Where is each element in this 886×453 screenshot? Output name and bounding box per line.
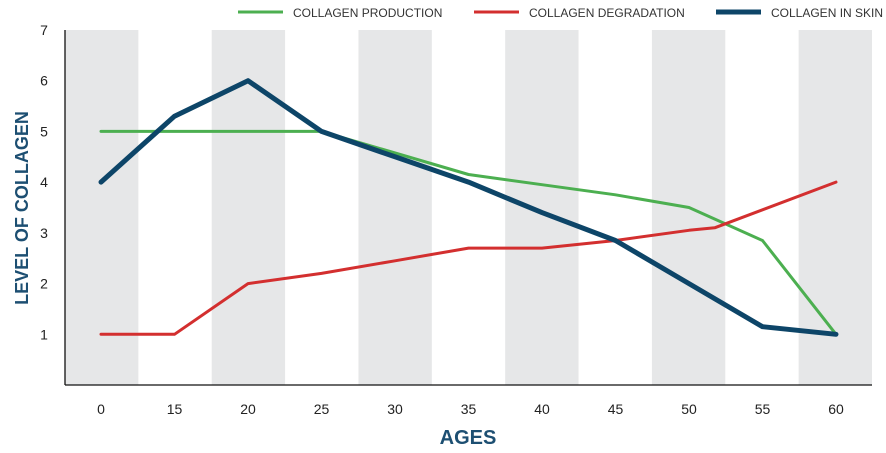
background-band [505,30,579,385]
x-tick-label: 15 [167,401,183,417]
x-tick-label: 25 [314,401,330,417]
x-tick-label: 20 [240,401,256,417]
y-tick-label: 4 [40,174,48,190]
x-tick-label: 45 [608,401,624,417]
background-bands [65,30,872,385]
x-tick-label: 60 [828,401,844,417]
background-band [65,30,139,385]
y-tick-label: 2 [40,276,48,292]
y-tick-label: 6 [40,73,48,89]
x-tick-label: 50 [681,401,697,417]
background-band [798,30,872,385]
series-lines [98,78,839,337]
x-tick-label: 40 [534,401,550,417]
y-tick-labels: 1 2 3 4 5 6 7 [40,22,48,342]
x-tick-label: 35 [461,401,477,417]
legend-label: COLLAGEN IN SKIN [771,6,883,20]
series-line-collagen-degradation [99,180,838,336]
series-line-collagen-in-skin [98,78,839,337]
y-tick-label: 3 [40,225,48,241]
x-tick-label: 30 [387,401,403,417]
y-tick-label: 7 [40,22,48,38]
y-tick-label: 5 [40,123,48,139]
background-band [358,30,432,385]
legend: COLLAGEN PRODUCTION COLLAGEN DEGRADATION C… [238,6,883,20]
background-band [211,30,286,385]
axes [64,30,872,386]
x-tick-label: 0 [97,401,105,417]
y-tick-label: 1 [40,326,48,342]
legend-label: COLLAGEN PRODUCTION [293,6,442,20]
x-axis-title: AGES [440,427,497,449]
x-tick-labels: 0 15 20 25 30 35 40 45 50 55 60 [97,401,844,417]
x-tick-label: 55 [755,401,771,417]
legend-label: COLLAGEN DEGRADATION [529,6,685,20]
y-axis-title: LEVEL OF COLLAGEN [12,111,32,305]
